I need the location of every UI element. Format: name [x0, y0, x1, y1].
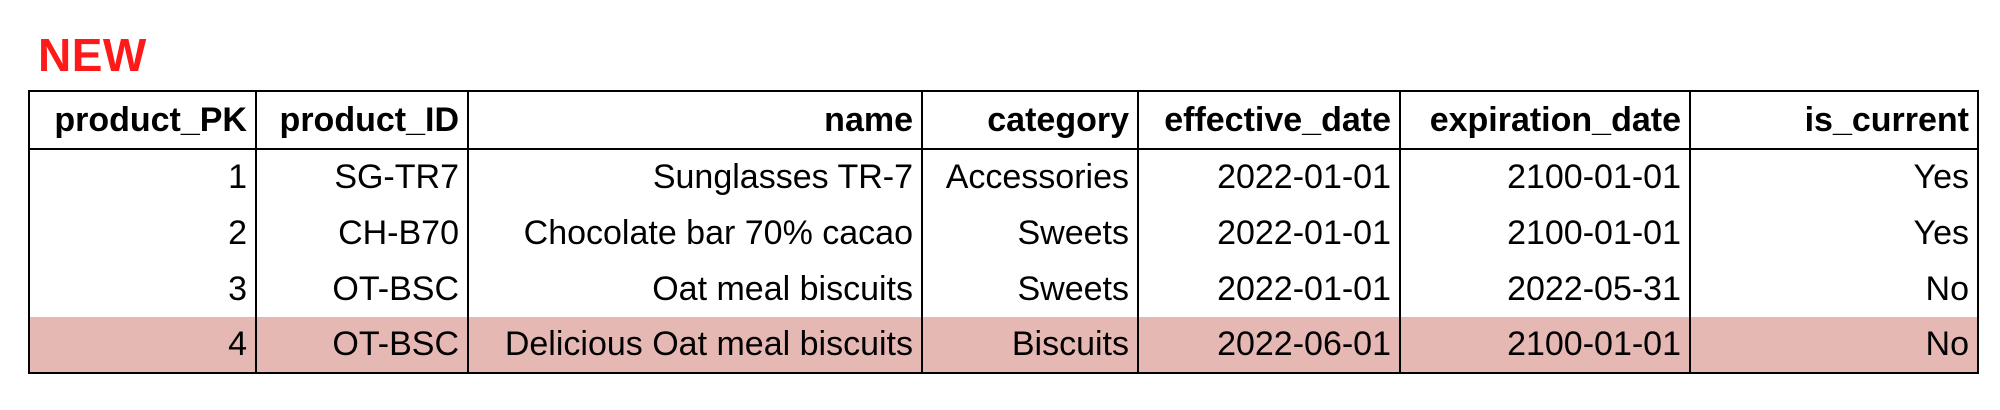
column-header-effective-date: effective_date [1137, 90, 1401, 150]
cell-name: Delicious Oat meal biscuits [467, 317, 923, 374]
cell-effective-date: 2022-01-01 [1137, 149, 1401, 205]
cell-category: Sweets [921, 205, 1139, 261]
cell-category: Biscuits [921, 317, 1139, 374]
cell-product-id: OT-BSC [255, 261, 469, 317]
product-table: product_PK product_ID name category effe… [28, 90, 1979, 374]
cell-is-current: No [1689, 317, 1979, 374]
cell-product-pk: 3 [28, 261, 257, 317]
cell-product-pk: 2 [28, 205, 257, 261]
column-header-product-pk: product_PK [28, 90, 257, 150]
cell-product-id: OT-BSC [255, 317, 469, 374]
cell-is-current: Yes [1689, 149, 1979, 205]
cell-name: Oat meal biscuits [467, 261, 923, 317]
table-row: 2 CH-B70 Chocolate bar 70% cacao Sweets … [28, 205, 1979, 261]
cell-expiration-date: 2100-01-01 [1399, 149, 1691, 205]
cell-name: Chocolate bar 70% cacao [467, 205, 923, 261]
column-header-expiration-date: expiration_date [1399, 90, 1691, 150]
table-header-row: product_PK product_ID name category effe… [28, 90, 1979, 150]
table-row: 3 OT-BSC Oat meal biscuits Sweets 2022-0… [28, 261, 1979, 317]
cell-expiration-date: 2100-01-01 [1399, 317, 1691, 374]
cell-category: Sweets [921, 261, 1139, 317]
cell-product-id: CH-B70 [255, 205, 469, 261]
new-label: NEW [38, 29, 147, 81]
cell-is-current: Yes [1689, 205, 1979, 261]
column-header-is-current: is_current [1689, 90, 1979, 150]
cell-expiration-date: 2022-05-31 [1399, 261, 1691, 317]
column-header-category: category [921, 90, 1139, 150]
cell-product-pk: 4 [28, 317, 257, 374]
cell-product-id: SG-TR7 [255, 149, 469, 205]
cell-is-current: No [1689, 261, 1979, 317]
table-row: 1 SG-TR7 Sunglasses TR-7 Accessories 202… [28, 149, 1979, 205]
cell-effective-date: 2022-06-01 [1137, 317, 1401, 374]
cell-effective-date: 2022-01-01 [1137, 261, 1401, 317]
column-header-name: name [467, 90, 923, 150]
cell-category: Accessories [921, 149, 1139, 205]
cell-name: Sunglasses TR-7 [467, 149, 923, 205]
column-header-product-id: product_ID [255, 90, 469, 150]
table-row-highlighted: 4 OT-BSC Delicious Oat meal biscuits Bis… [28, 317, 1979, 374]
cell-effective-date: 2022-01-01 [1137, 205, 1401, 261]
cell-expiration-date: 2100-01-01 [1399, 205, 1691, 261]
cell-product-pk: 1 [28, 149, 257, 205]
